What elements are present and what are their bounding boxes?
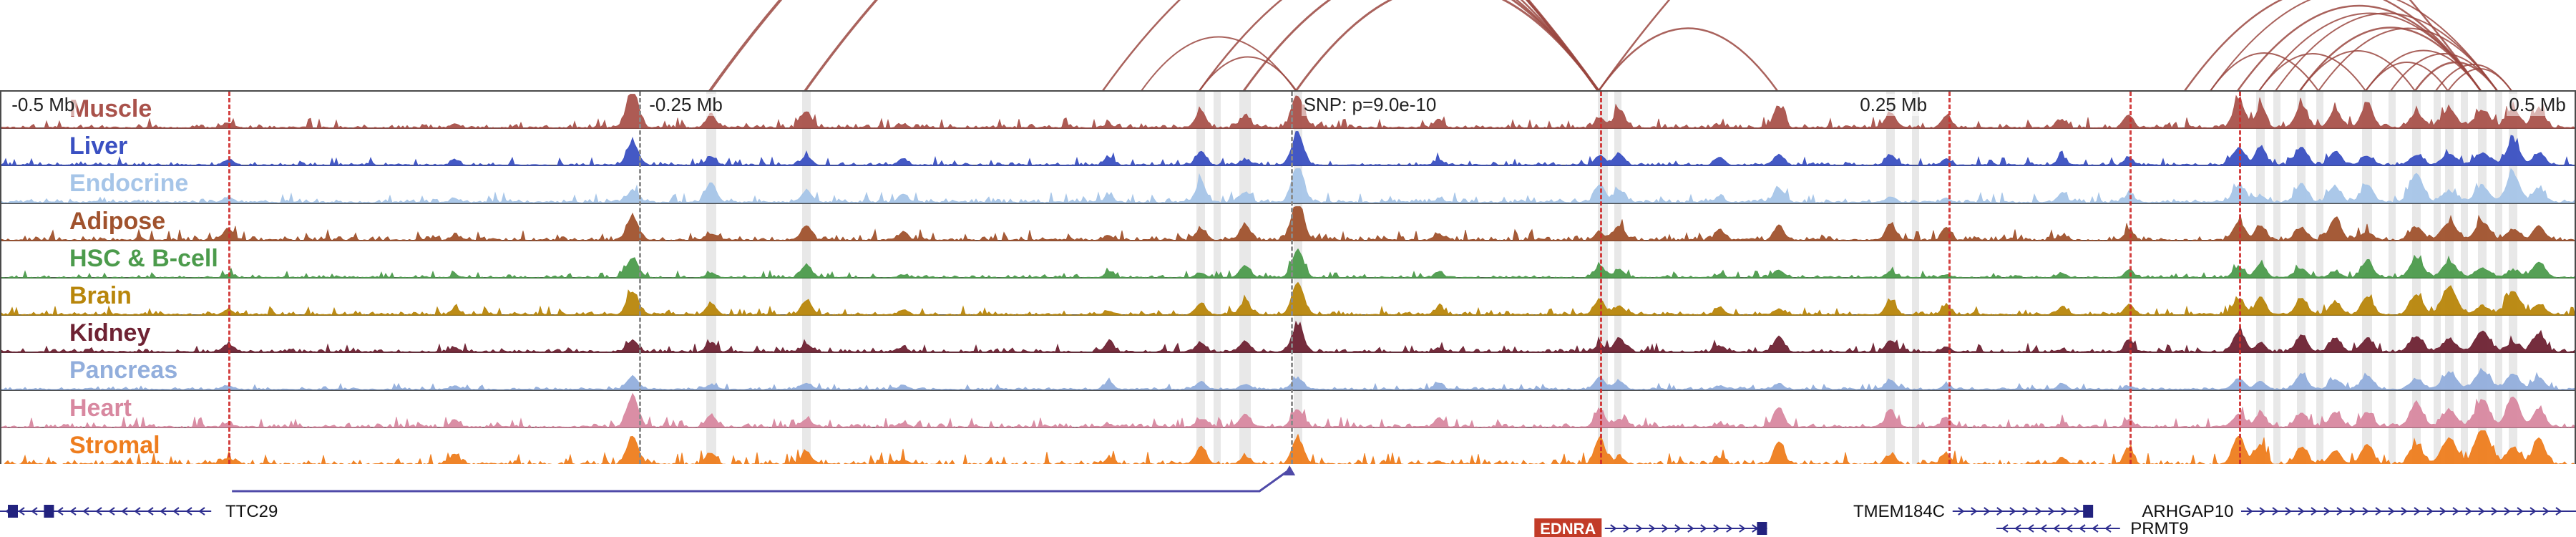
axis-tick-label: 0.25 Mb [1858,94,1930,116]
axis-tick-label: -0.5 Mb [9,94,77,116]
track-row-pancreas: Pancreas [1,353,2575,391]
track-signal [1,205,2575,241]
track-label: Muscle [69,95,152,122]
interaction-arc [1199,56,1297,91]
interaction-arc [2183,0,2482,91]
track-signal [1,430,2575,464]
track-signal [1,368,2575,391]
track-row-endocrine: Endocrine [1,166,2575,204]
gene-label: TTC29 [225,502,278,521]
track-row-adipose: Adipose [1,204,2575,241]
gwas-connector-line [232,468,1291,493]
interaction-arc [2318,27,2498,91]
snp-pvalue-label: SNP: p=9.0e-10 [1301,94,1439,116]
interaction-arc [2298,26,2482,91]
signal-area [1,168,2575,204]
gray-dashed-line [639,92,641,464]
gene-arhgap10: ARHGAP10 [2142,502,2576,521]
interaction-arc [1141,36,1297,91]
red-dashed-line [1948,92,1951,464]
track-signal [1,281,2575,316]
gene-label: ARHGAP10 [2142,502,2233,521]
track-signal [1,168,2575,204]
axis-tick-label: -0.25 Mb [647,94,725,116]
gray-dashed-line [1291,92,1294,464]
track-label: Endocrine [69,170,189,198]
axis-tick-label: 0.5 Mb [2507,94,2568,116]
interaction-arcs-layer [708,0,2512,91]
interaction-arc [2299,50,2416,91]
track-signal [1,94,2575,130]
track-label: Adipose [69,207,166,235]
interaction-arc [2414,61,2499,91]
track-rows-layer: Muscle Liver Endocrine Adipose HSC & B-cell B… [1,92,2575,464]
interaction-arc [1597,27,1779,91]
interaction-arc [2447,68,2512,91]
track-row-muscle: Muscle [1,92,2575,130]
gene-label: EDNRA [1540,520,1596,537]
interaction-arc [1242,0,1600,91]
red-dashed-line [2238,92,2241,464]
track-row-liver: Liver [1,129,2575,167]
gene-prmt9: PRMT9 [1996,519,2189,537]
track-row-kidney: Kidney [1,316,2575,354]
track-row-stromal: Stromal [1,428,2575,464]
gwas-snp-arrow [1284,465,1296,475]
track-label: Brain [69,282,132,309]
interaction-arc [2258,53,2366,91]
track-signal [1,320,2575,354]
red-dashed-line [1599,92,1602,464]
signal-area [1,392,2575,428]
gene-ednra: EDNRA [1534,518,1767,537]
interaction-arc [2275,12,2498,91]
interaction-arc [1294,0,1600,91]
track-row-brain: Brain [1,279,2575,316]
track-signal [1,248,2575,279]
signal-area [1,131,2575,167]
gene-label: TMEM184C [1853,502,1945,521]
track-label: Pancreas [69,357,178,384]
track-row-hsc-b-cell: HSC & B-cell [1,241,2575,279]
gene-label: PRMT9 [2130,519,2188,537]
signal-area [1,281,2575,316]
signal-area [1,430,2575,464]
red-dashed-line [228,92,230,464]
track-label: Heart [69,394,132,422]
track-signal [1,392,2575,428]
interaction-arc [804,0,1600,91]
track-label: HSC & B-cell [69,244,218,272]
track-label: Stromal [69,431,160,459]
signal-area [1,205,2575,241]
signal-area [1,368,2575,391]
interaction-arc [2210,52,2319,91]
signal-area [1,94,2575,130]
gene-highlight-box [1534,518,1602,537]
track-row-heart: Heart [1,391,2575,428]
signal-area [1,320,2575,354]
track-label: Kidney [69,319,151,347]
interaction-arc [1101,0,1600,91]
red-dashed-line [2129,92,2132,464]
interaction-arc [2365,62,2449,91]
gene-ttc29: TTC29 [0,502,278,521]
interaction-arc [1597,0,2482,91]
interaction-arc [2210,0,2498,91]
tracks-area: Muscle Liver Endocrine Adipose HSC & B-cell B… [0,90,2576,464]
gene-tmem184c: TMEM184C [1853,502,2094,521]
gene-track-layer: TTC29 TMEM184C ARHGAP10 EDNRA PRMT9 [0,465,2576,537]
interaction-arc [2365,49,2482,91]
track-label: Liver [69,132,128,160]
signal-area [1,248,2575,279]
interaction-arc [708,0,1600,91]
gridlines-layer [1,92,2575,464]
track-signal [1,131,2575,167]
axis-labels-layer: -0.5 Mb -0.25 Mb SNP: p=9.0e-10 0.25 Mb 0.5 … [1,92,2575,464]
